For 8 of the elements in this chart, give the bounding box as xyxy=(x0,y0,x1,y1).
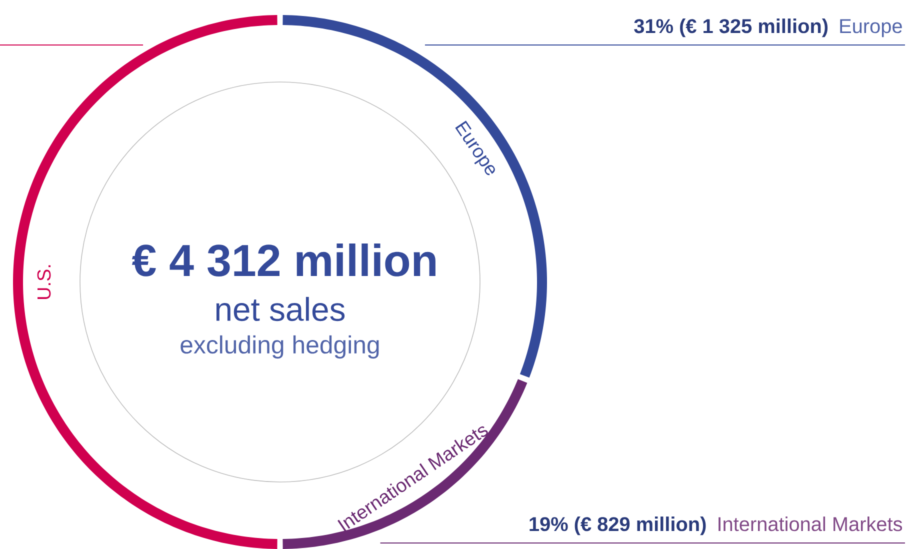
slice-label: Europe xyxy=(840,19,902,38)
text: net sales xyxy=(216,296,345,322)
slice-label: U.S. xyxy=(37,265,51,299)
data-label: 31% (€ 1 325 million) xyxy=(634,18,828,38)
slice-label: International Markets xyxy=(718,516,902,532)
text: € 4 312 million xyxy=(132,243,436,276)
text: excluding hedging xyxy=(180,335,379,359)
data-label: 19% (€ 829 million) xyxy=(530,516,706,536)
